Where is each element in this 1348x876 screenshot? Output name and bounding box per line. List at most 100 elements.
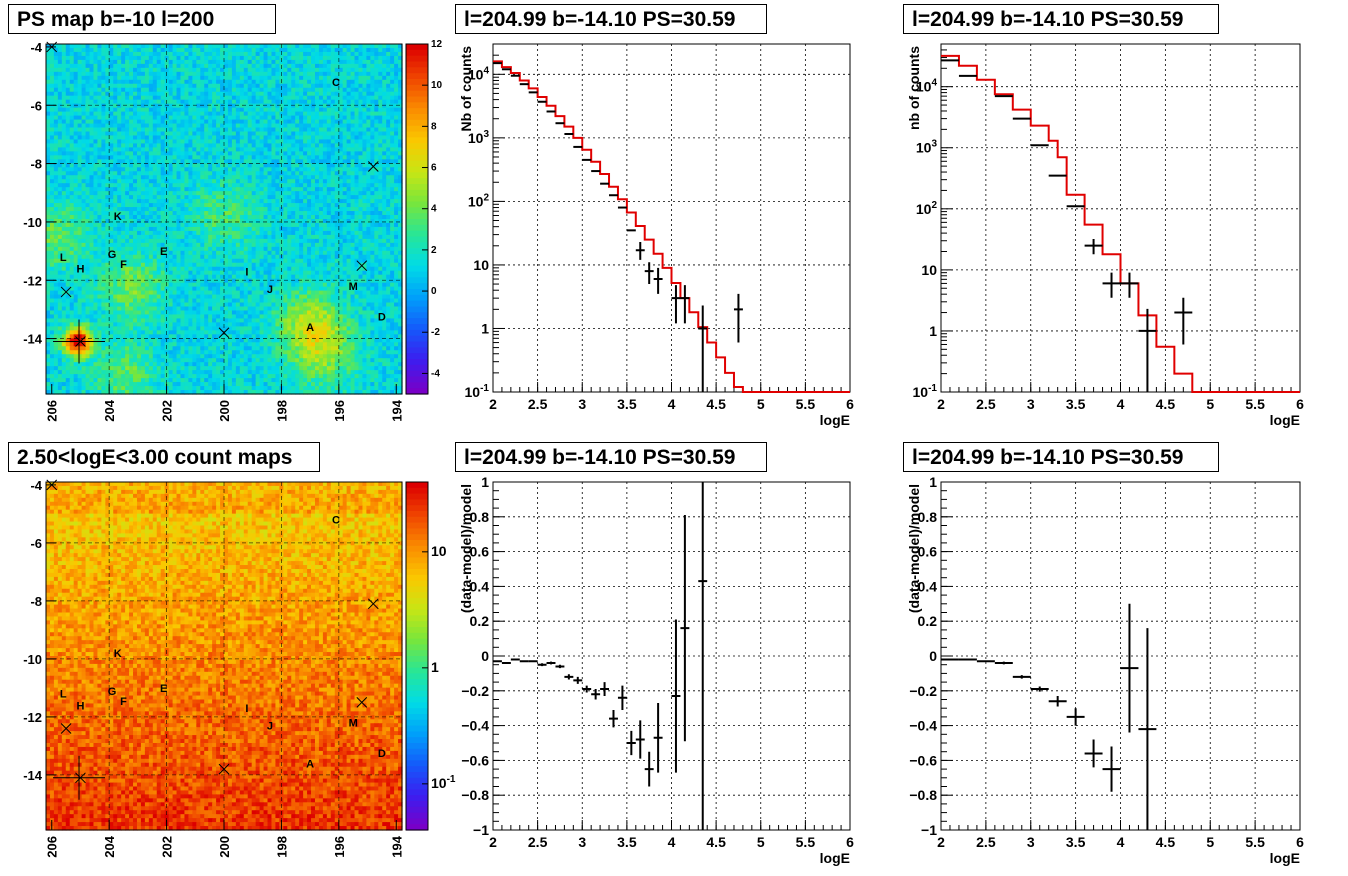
res1-title: l=204.99 b=-14.10 PS=30.59 (455, 442, 767, 472)
map1-ytick-label: -12 (23, 273, 42, 288)
map2-source-cross (46, 479, 58, 491)
map1-xtick-label: 204 (102, 399, 117, 421)
res1-grid (493, 482, 850, 830)
spec2-data-point (1138, 308, 1157, 392)
map2-ytick-label: -6 (30, 536, 42, 551)
map1-xtick-label: 196 (332, 400, 347, 422)
spec1-ytick-label: 103 (468, 129, 490, 146)
res2-data-point (941, 658, 959, 661)
res2-ytick-label: 0.2 (918, 613, 938, 629)
res1-xtick-label: 2 (489, 834, 497, 850)
res1-xtick-label: 4.5 (706, 834, 726, 850)
spec2-ytick-label: 102 (916, 200, 938, 217)
spec1-xtick-label: 3 (578, 396, 586, 412)
spec1-title: l=204.99 b=-14.10 PS=30.59 (455, 4, 767, 34)
res2-title: l=204.99 b=-14.10 PS=30.59 (903, 442, 1219, 472)
res2-xtick-label: 3 (1027, 834, 1035, 850)
spec1-data-point (680, 285, 690, 324)
res2-data-point (994, 661, 1013, 665)
res2-xtick-label: 4 (1117, 834, 1125, 850)
res2-ytick-label: 0 (929, 648, 937, 664)
map1-source-cross (218, 327, 230, 339)
map1-ytick-label: -6 (30, 98, 42, 113)
map2-source-cross (367, 598, 379, 610)
spec1-xtick-label: 5 (757, 396, 765, 412)
map1-source-cross (356, 260, 368, 272)
map2-source-label: D (378, 748, 386, 760)
res1-ytick-label: −0.8 (461, 787, 489, 803)
spec1-data-point (644, 262, 654, 285)
map1-source-label: H (76, 264, 84, 276)
map1-grid (46, 44, 402, 394)
res2-data-point (1048, 696, 1067, 707)
res2-ytick-label: −0.6 (909, 752, 937, 768)
spec2-xtick-label: 5.5 (1245, 396, 1265, 412)
res2-xlabel: logE (1270, 850, 1300, 866)
map1-source-cross (367, 161, 379, 172)
spec1-xtick-label: 6 (846, 396, 854, 412)
res1-data-point (644, 751, 654, 787)
spec1-ytick-label: 10 (473, 257, 489, 273)
spec1-ytick-label: 104 (468, 65, 490, 82)
res2-data-point (1012, 675, 1031, 679)
map2-ytick-label: -14 (23, 768, 43, 783)
res2-grid (941, 482, 1300, 830)
res2-xtick-label: 2 (937, 834, 945, 850)
res1-data-point (537, 663, 547, 667)
map2-xtick-label: 200 (217, 836, 232, 858)
res1-ytick-label: −0.4 (461, 718, 489, 734)
spec2-xtick-label: 2.5 (976, 396, 996, 412)
res2-data-point (976, 660, 995, 663)
res1-data-point (609, 709, 618, 728)
map2-xtick-label: 206 (45, 836, 60, 858)
spec2-ytick-label: 103 (916, 139, 938, 156)
map1-source-label: A (306, 322, 314, 334)
spec1-xtick-label: 5.5 (796, 396, 816, 412)
spec2-panel: 2 2.5 3 3.5 4 4.5 5 5.5 6 10-1 1 10 102 103 104 logE nb … (906, 43, 1304, 428)
res1-data-point (555, 664, 565, 669)
map2-title: 2.50<logE<3.00 count maps (8, 442, 320, 472)
res1-ytick-label: 0.6 (470, 544, 490, 560)
spec2-xtick-label: 3 (1027, 396, 1035, 412)
res2-ylabel: (data-model)/model (906, 484, 922, 613)
res1-panel: 2 2.5 3 3.5 4 4.5 5 5.5 6 −1 −0.8 −0.6 −0.4 −0.2 0 0.2 0… (458, 474, 854, 866)
map2-xtick-label: 194 (389, 835, 404, 857)
res1-ytick-label: −0.2 (461, 683, 489, 699)
spec2-data-point (1102, 272, 1121, 298)
res2-ytick-label: −0.4 (909, 718, 937, 734)
spec1-data-point (733, 293, 743, 343)
spec2-xtick-label: 6 (1296, 396, 1304, 412)
res2-xtick-label: 3.5 (1066, 834, 1086, 850)
map2-panel: 206 204 202 200 198 196 194 -4 -6 -8 -10 -12 -14 C K L G… (23, 478, 456, 858)
map2-ps-marker (53, 755, 106, 800)
spec2-title: l=204.99 b=-14.10 PS=30.59 (903, 4, 1219, 34)
res2-data-point (958, 658, 977, 661)
spec1-xtick-label: 4.5 (706, 396, 726, 412)
map2-cells (46, 482, 403, 831)
res2-panel: 2 2.5 3 3.5 4 4.5 5 5.5 6 −1 −0.8 −0.6 −0.4 −0.2 0 0.2 0… (906, 474, 1304, 866)
map1-colorbar-label: -4 (431, 368, 440, 379)
map1-title: PS map b=-10 l=200 (8, 4, 276, 34)
spec2-xtick-label: 3.5 (1066, 396, 1086, 412)
map1-source-label: M (349, 281, 358, 293)
res1-data-point (653, 702, 663, 773)
map2-colorbar-label: 1 (431, 659, 439, 675)
res1-xlabel: logE (820, 850, 850, 866)
map1-colorbar-label: -2 (431, 327, 440, 338)
map2-grid (46, 482, 402, 830)
map2-source-label: C (332, 515, 340, 527)
map2-source-label: L (60, 689, 67, 701)
map2-colorbar: 10 1 10-1 (405, 481, 456, 831)
res2-ytick-label: −1 (921, 822, 937, 838)
map2-source-label: J (267, 721, 273, 733)
spec1-xtick-label: 4 (668, 396, 676, 412)
map1-ytick-label: -8 (30, 157, 42, 172)
res1-data-point (510, 658, 520, 661)
map1-source-label: C (332, 77, 340, 89)
spec2-model-line (941, 54, 1300, 393)
spec1-xlabel: logE (820, 412, 850, 428)
res2-ytick-label: 0.4 (918, 578, 938, 594)
res2-xtick-label: 4.5 (1156, 834, 1176, 850)
res1-data-point (573, 676, 583, 684)
